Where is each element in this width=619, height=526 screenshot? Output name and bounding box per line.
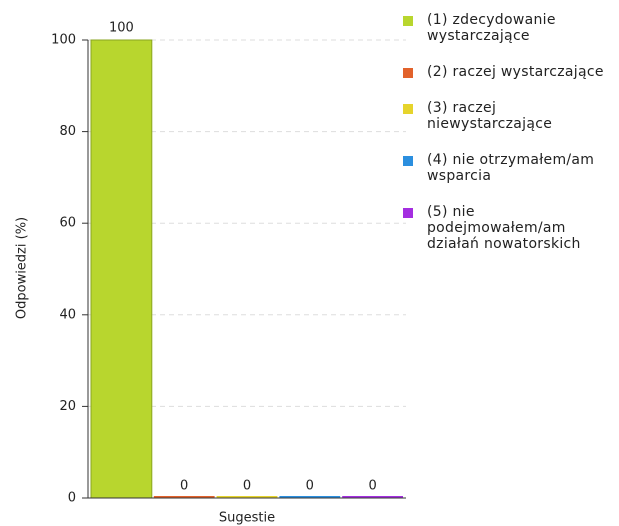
y-tick-label: 80 (59, 124, 76, 139)
legend-item: (2) raczej wystarczające (403, 64, 615, 80)
bar (342, 496, 403, 498)
legend-swatch (403, 16, 413, 26)
legend-item: (1) zdecydowanie wystarczające (403, 12, 615, 44)
bar (153, 496, 215, 498)
data-label: 0 (306, 479, 314, 494)
data-label: 0 (180, 479, 188, 494)
legend-label: (4) nie otrzymałem/am wsparcia (427, 152, 595, 184)
legend-swatch (403, 156, 413, 166)
data-label: 0 (368, 479, 376, 494)
y-tick-label: 0 (68, 491, 76, 506)
bar (216, 496, 278, 498)
legend: (1) zdecydowanie wystarczające (2) raczej… (403, 12, 615, 272)
y-axis-label: Odpowiedzi (%) (15, 217, 30, 319)
y-tick-label: 60 (59, 216, 76, 231)
bar (279, 496, 341, 498)
legend-swatch (403, 208, 413, 218)
legend-label: (1) zdecydowanie wystarczające (427, 12, 556, 44)
y-tick-label: 40 (59, 307, 76, 322)
legend-label: (5) nie podejmowałem/am działań nowators… (427, 204, 581, 252)
legend-swatch (403, 68, 413, 78)
y-tick-label: 100 (51, 33, 76, 48)
legend-item: (3) raczej niewystarczające (403, 100, 615, 132)
data-label: 0 (243, 479, 251, 494)
legend-label: (2) raczej wystarczające (427, 64, 604, 80)
data-label: 100 (109, 21, 134, 36)
bar (90, 39, 153, 499)
legend-swatch (403, 104, 413, 114)
legend-item: (4) nie otrzymałem/am wsparcia (403, 152, 615, 184)
y-tick-label: 20 (59, 399, 76, 414)
x-tick-label: Sugestie (219, 511, 275, 526)
legend-item: (5) nie podejmowałem/am działań nowators… (403, 204, 615, 252)
legend-label: (3) raczej niewystarczające (427, 100, 553, 132)
